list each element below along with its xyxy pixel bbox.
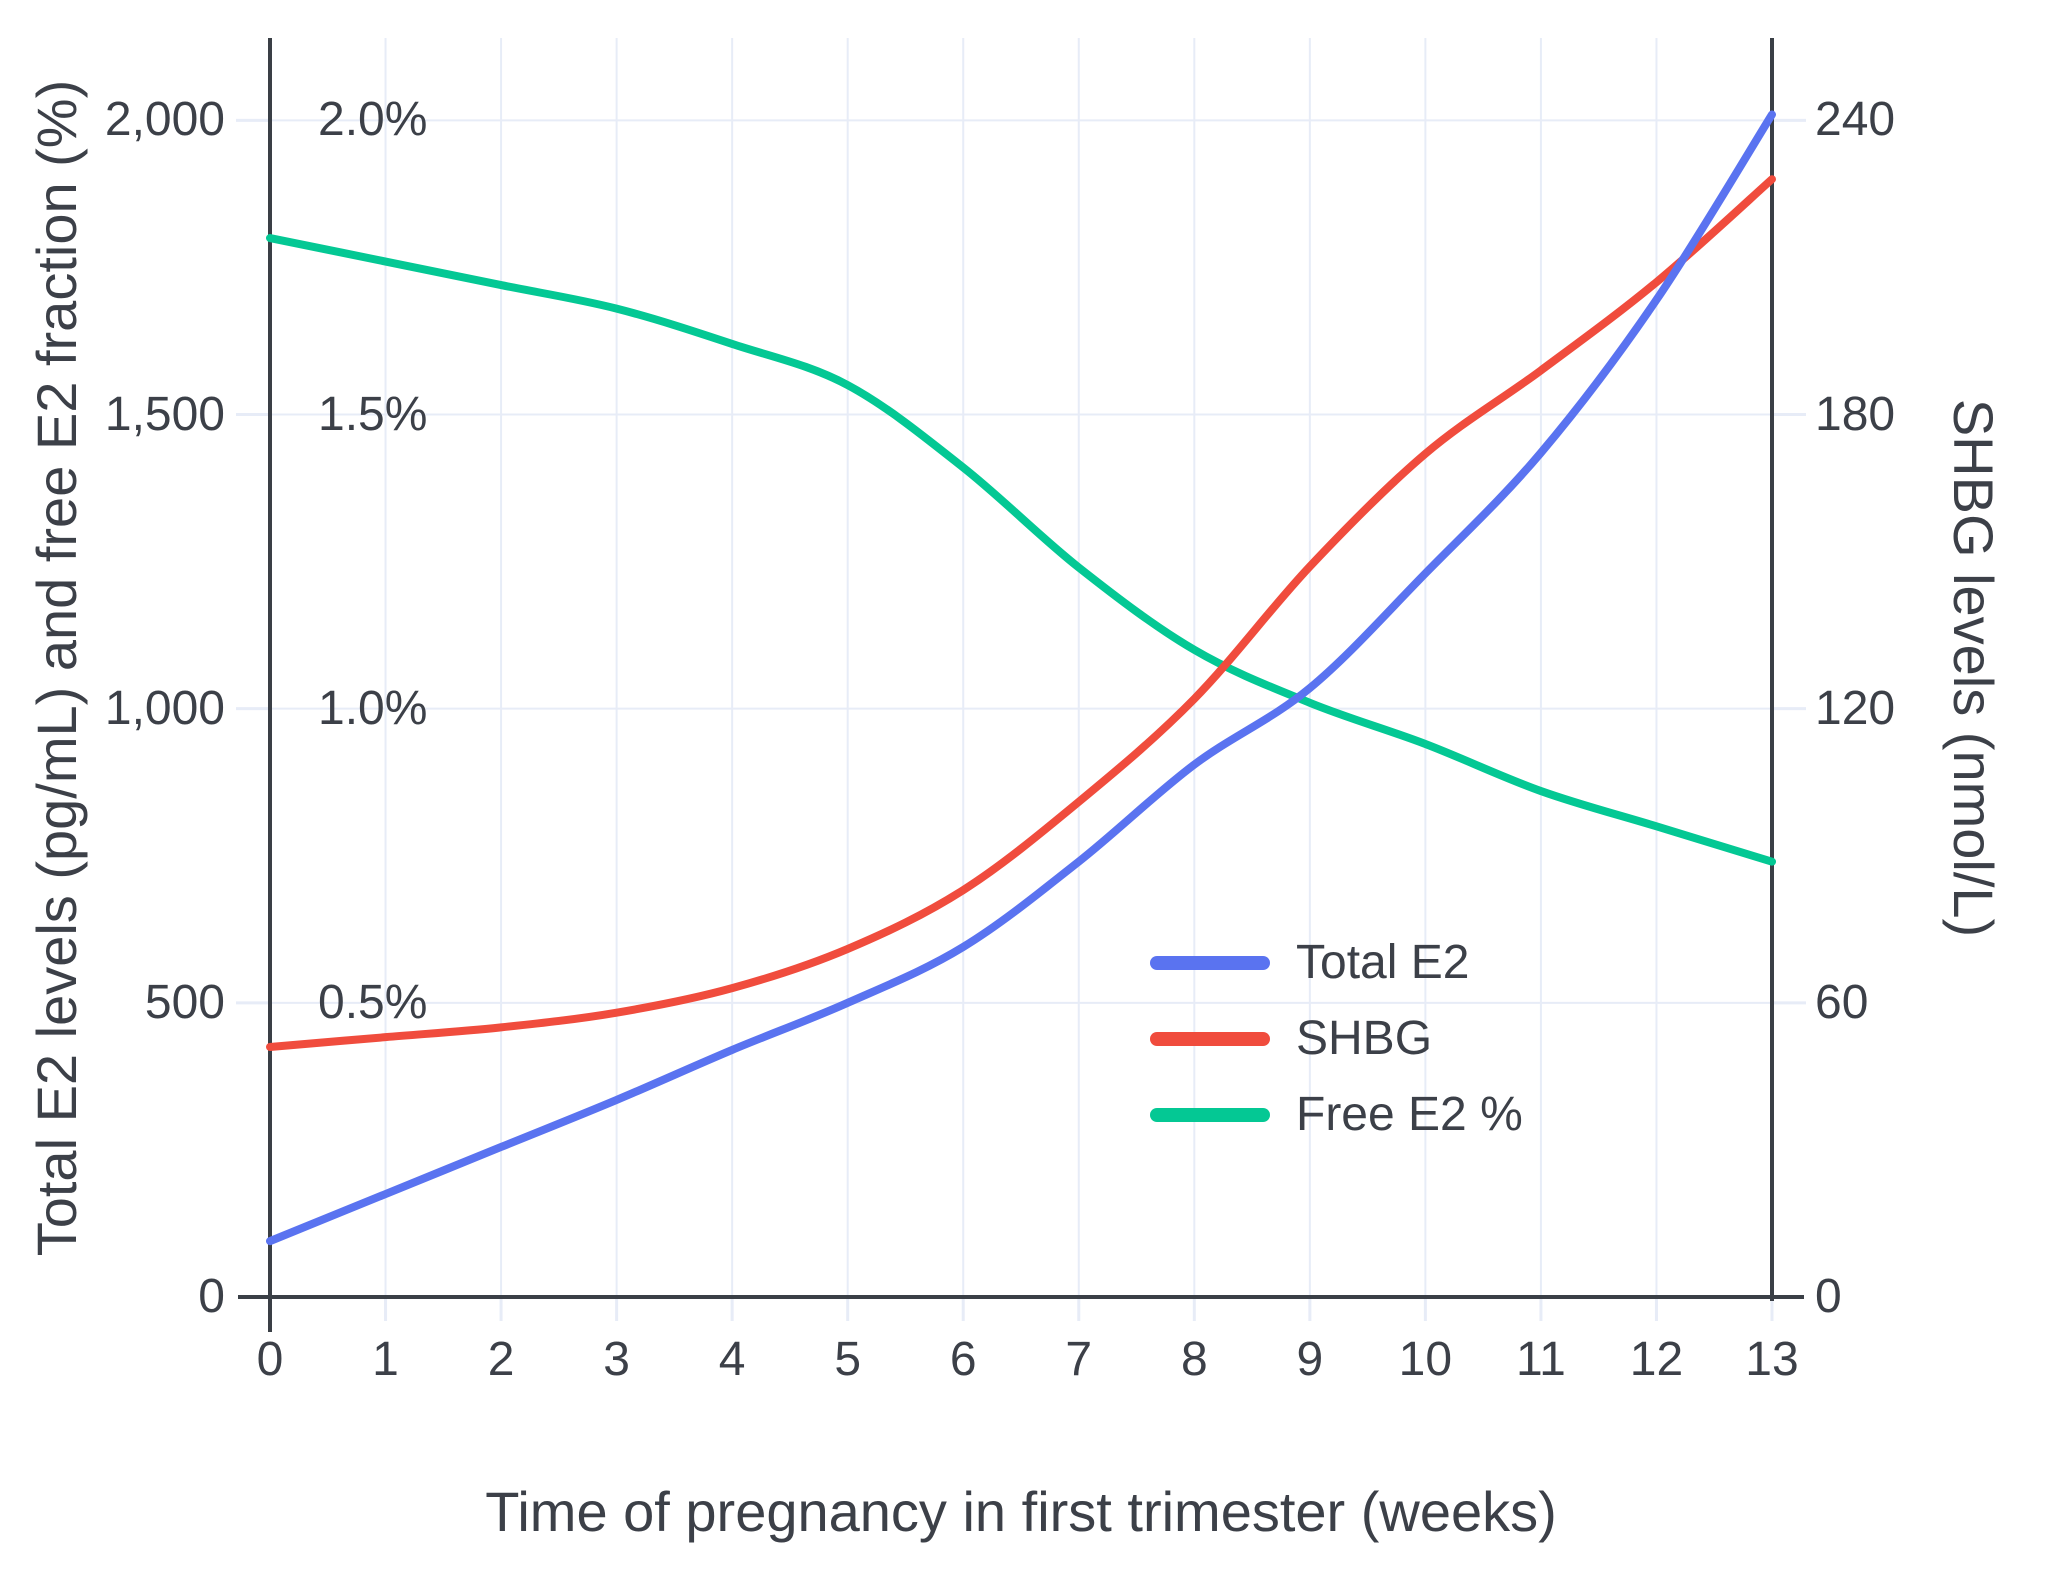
y-right-tick-label: 60 bbox=[1815, 975, 1869, 1029]
series-line-free-e2-pct bbox=[266, 234, 1776, 866]
y-left-tick-label: 1,000 bbox=[104, 681, 225, 735]
legend: Total E2 SHBG Free E2 % bbox=[1150, 938, 1523, 1139]
x-tick-label: 2 bbox=[487, 1333, 515, 1386]
percent-tick-label: 1.0% bbox=[318, 681, 428, 735]
y-left-tick-label: 0 bbox=[198, 1270, 225, 1323]
x-tick-label: 10 bbox=[1398, 1333, 1453, 1386]
y-left-tick-label: 2,000 bbox=[104, 93, 225, 147]
x-tick-label: 13 bbox=[1745, 1333, 1799, 1386]
x-tick-label: 0 bbox=[256, 1333, 284, 1386]
legend-item-free-e2-pct: Free E2 % bbox=[1150, 1090, 1523, 1139]
legend-label-total-e2: Total E2 bbox=[1296, 935, 1470, 989]
y-right-tick-label: 180 bbox=[1815, 387, 1896, 441]
x-tick-label: 1 bbox=[372, 1333, 399, 1386]
y-axis-title-right: SHBG levels (nmol/L) bbox=[1942, 398, 2005, 938]
y-left-tick-label: 500 bbox=[144, 975, 225, 1029]
legend-label-shbg: SHBG bbox=[1296, 1011, 1433, 1065]
x-tick-label: 12 bbox=[1629, 1333, 1684, 1386]
percent-tick-label: 0.5% bbox=[318, 975, 428, 1029]
x-tick-label: 4 bbox=[718, 1333, 746, 1386]
legend-label-free-e2-pct: Free E2 % bbox=[1296, 1087, 1523, 1141]
x-tick-label: 5 bbox=[834, 1333, 862, 1386]
x-tick-label: 7 bbox=[1065, 1333, 1093, 1386]
legend-item-total-e2: Total E2 bbox=[1150, 938, 1523, 987]
y-right-tick-label: 240 bbox=[1815, 93, 1896, 147]
legend-swatch-shbg bbox=[1150, 1031, 1270, 1046]
legend-swatch-total-e2 bbox=[1150, 955, 1270, 970]
x-tick-label: 9 bbox=[1296, 1333, 1324, 1386]
percent-tick-label: 1.5% bbox=[318, 387, 428, 441]
x-tick-label: 8 bbox=[1180, 1333, 1208, 1386]
y-right-tick-label: 120 bbox=[1815, 681, 1896, 735]
percent-tick-label: 2.0% bbox=[318, 93, 428, 147]
y-left-tick-label: 1,500 bbox=[104, 387, 225, 441]
legend-item-shbg: SHBG bbox=[1150, 1014, 1523, 1063]
x-tick-label: 11 bbox=[1516, 1333, 1566, 1386]
y-right-tick-label: 0 bbox=[1815, 1270, 1842, 1323]
x-axis-title: Time of pregnancy in first trimester (we… bbox=[485, 1480, 1557, 1543]
legend-swatch-free-e2-pct bbox=[1150, 1107, 1270, 1122]
y-axis-title-left: Total E2 levels (pg/mL) and free E2 frac… bbox=[25, 79, 88, 1257]
x-tick-label: 3 bbox=[603, 1333, 630, 1386]
series-line-total-e2 bbox=[266, 110, 1776, 1246]
x-tick-label: 6 bbox=[949, 1333, 977, 1386]
series-line-shbg bbox=[266, 175, 1776, 1051]
